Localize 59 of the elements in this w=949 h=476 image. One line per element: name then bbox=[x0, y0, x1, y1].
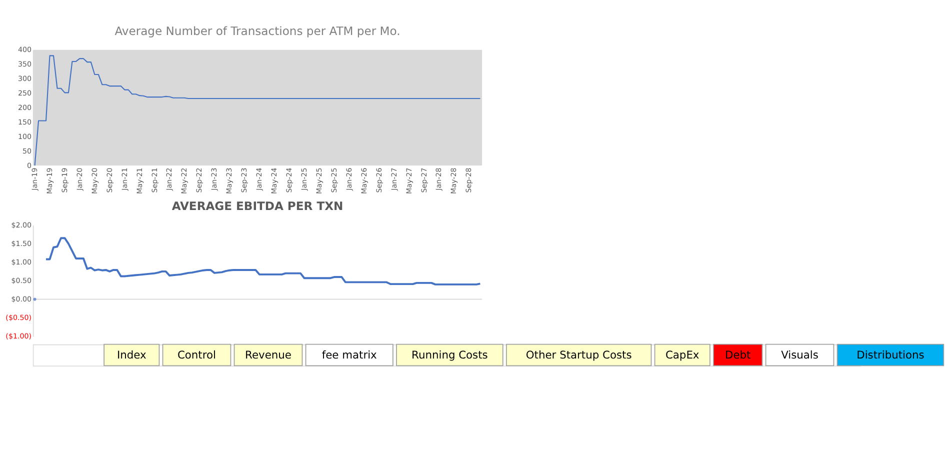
line-series bbox=[34, 55, 481, 166]
x-tick-label: May-28 bbox=[449, 167, 458, 194]
chart-title: AVERAGE EBITDA PER TXN bbox=[172, 199, 344, 214]
x-tick-label: Jan-27 bbox=[389, 168, 398, 192]
x-tick-label: Sep-21 bbox=[150, 168, 159, 193]
x-tick-label: Jan-24 bbox=[254, 167, 264, 192]
x-tick-label: May-19 bbox=[44, 167, 54, 194]
text: Debt bbox=[724, 348, 751, 362]
y-tick-label: 150 bbox=[18, 117, 32, 126]
y-tick-label: 0 bbox=[27, 160, 32, 170]
x-tick-label: May-24 bbox=[270, 167, 279, 194]
y-tick-label: $0.50 bbox=[11, 276, 32, 285]
y-tick-label: $1.00 bbox=[11, 257, 32, 266]
x-tick-label: Jan-21 bbox=[120, 168, 129, 192]
x-tick-label: Sep-22 bbox=[194, 168, 204, 193]
x-tick-label: May-22 bbox=[180, 168, 189, 194]
y-tick-label: $0.00 bbox=[11, 294, 32, 304]
y-tick-label: ($0.50) bbox=[6, 313, 32, 322]
text: fee matrix bbox=[322, 348, 377, 362]
y-tick-label: $2.00 bbox=[11, 220, 32, 230]
x-tick-label: May-21 bbox=[134, 168, 144, 194]
x-tick-label: Sep-27 bbox=[419, 168, 428, 193]
text: CapEx bbox=[665, 348, 700, 362]
y-tick-label: 50 bbox=[22, 146, 32, 156]
text: Running Costs bbox=[412, 348, 488, 362]
x-tick-label: Sep-20 bbox=[104, 167, 114, 193]
y-tick-label: ($1.00) bbox=[6, 332, 32, 341]
x-tick-label: May-27 bbox=[404, 168, 414, 194]
x-tick-label: Jan-25 bbox=[299, 168, 308, 192]
text: Control bbox=[177, 348, 216, 362]
text: Visuals bbox=[781, 348, 819, 362]
y-tick-label: 400 bbox=[18, 45, 32, 54]
text: Revenue bbox=[245, 348, 292, 362]
x-tick-label: Sep-24 bbox=[284, 167, 294, 193]
x-tick-label: Jan-26 bbox=[344, 167, 354, 192]
text: Index bbox=[116, 348, 146, 362]
text: Other Startup Costs bbox=[526, 348, 632, 362]
y-tick-label: 350 bbox=[18, 60, 32, 69]
chart-title: Average Number of Transactions per ATM per Mo. bbox=[114, 24, 400, 38]
text: Distributions bbox=[856, 348, 925, 362]
x-tick-label: Jan-23 bbox=[210, 168, 219, 192]
x-tick-label: Jan-19 bbox=[30, 167, 40, 192]
x-tick-label: Sep-28 bbox=[464, 167, 474, 193]
x-tick-label: Jan-28 bbox=[434, 167, 444, 192]
x-tick-label: Jan-20 bbox=[74, 167, 84, 192]
y-tick-label: 100 bbox=[18, 132, 32, 141]
x-tick-label: May-20 bbox=[90, 167, 99, 194]
x-tick-label: Sep-19 bbox=[60, 167, 69, 193]
y-tick-label: 250 bbox=[18, 88, 32, 98]
x-tick-label: May-25 bbox=[314, 168, 324, 194]
y-tick-label: 300 bbox=[18, 74, 32, 84]
x-tick-label: Sep-25 bbox=[329, 168, 338, 193]
x-tick-label: Sep-26 bbox=[374, 167, 384, 193]
y-tick-label: $1.50 bbox=[11, 238, 32, 248]
x-tick-label: May-26 bbox=[359, 167, 368, 194]
x-tick-label: Sep-23 bbox=[240, 168, 249, 193]
y-tick-label: 200 bbox=[18, 102, 32, 112]
x-tick-label: May-23 bbox=[224, 168, 234, 194]
x-tick-label: Jan-22 bbox=[164, 168, 174, 192]
